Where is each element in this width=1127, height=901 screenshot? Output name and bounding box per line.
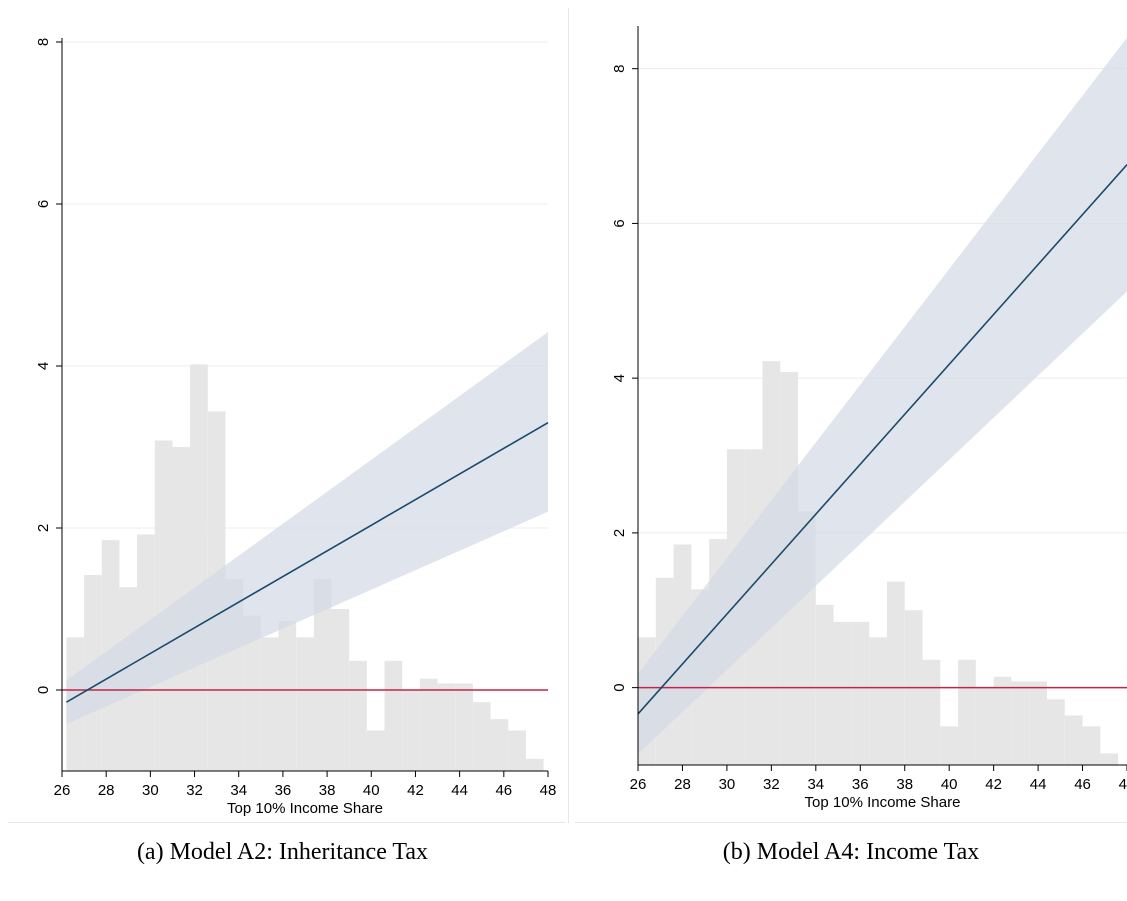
histogram-bar [154, 440, 173, 771]
x-tick-label: 42 [985, 776, 1002, 793]
x-tick-label: 42 [407, 782, 424, 799]
histogram-bar [815, 604, 834, 765]
y-tick-label: 6 [611, 219, 628, 227]
x-tick-label: 36 [275, 782, 292, 799]
y-tick-label: 0 [611, 683, 628, 691]
histogram-bar [525, 758, 544, 771]
x-tick-label: 30 [719, 776, 736, 793]
y-tick-label: 8 [611, 65, 628, 73]
x-tick-label: 48 [540, 782, 557, 799]
panel-model-a2: 0 2 4 6 8 26 28 30 32 34 36 38 40 42 44 46 48 Top 10% Inc… [0, 0, 565, 822]
confidence-band [638, 37, 1127, 755]
x-tick-label: 26 [54, 782, 71, 799]
histogram-bar [886, 581, 905, 765]
x-axis-ticks: 26 28 30 32 34 36 38 40 42 44 46 48 [54, 771, 557, 799]
x-tick-label: 46 [495, 782, 512, 799]
x-tick-label: 32 [763, 776, 780, 793]
y-tick-label: 0 [35, 686, 52, 694]
x-tick-label: 40 [941, 776, 958, 793]
histogram-bar [1029, 681, 1047, 765]
histogram-bar [190, 364, 208, 771]
x-tick-label: 28 [98, 782, 115, 799]
histogram-bar [349, 660, 367, 771]
histogram-bar [490, 719, 509, 771]
histogram-bar [940, 726, 959, 765]
histogram-bar [975, 687, 994, 765]
panel-divider [568, 8, 569, 823]
y-tick-label: 8 [35, 38, 52, 46]
marginal-effect-line [637, 164, 1127, 715]
x-tick-label: 26 [630, 776, 647, 793]
histogram-bar [384, 660, 403, 771]
histogram-bar [833, 621, 852, 765]
histogram-bar [1100, 753, 1119, 765]
histogram-bar [993, 676, 1012, 765]
x-tick-label: 38 [319, 782, 336, 799]
x-tick-label: 30 [142, 782, 159, 799]
histogram-bar [313, 579, 332, 771]
histogram-bar [958, 659, 976, 765]
histogram-bar [296, 637, 314, 771]
caption-model-a2: (a) Model A2: Inheritance Tax [136, 839, 429, 865]
x-axis-title: Top 10% Income Share [227, 800, 383, 817]
x-tick-label: 44 [1030, 776, 1047, 793]
x-tick-label: 44 [451, 782, 468, 799]
x-tick-label: 36 [852, 776, 869, 793]
histogram-bar [1064, 715, 1083, 765]
histogram-bar [402, 690, 420, 771]
x-tick-label: 48 [1119, 776, 1127, 793]
histogram-bar [922, 659, 941, 765]
marginal-effect-line [66, 422, 549, 703]
y-tick-label: 6 [35, 200, 52, 208]
caption-divider-a [8, 822, 565, 823]
y-tick-label: 4 [611, 374, 628, 382]
x-tick-label: 32 [186, 782, 203, 799]
histogram-bar [869, 637, 887, 765]
x-tick-label: 34 [230, 782, 247, 799]
histogram-bar [243, 615, 261, 771]
x-tick-label: 34 [807, 776, 824, 793]
histogram-bar [366, 730, 385, 771]
histogram-bar [851, 621, 870, 765]
histogram-bar [260, 637, 279, 771]
histogram-bar [508, 730, 526, 771]
y-tick-label: 2 [611, 529, 628, 537]
x-tick-label: 46 [1074, 776, 1091, 793]
histogram-bar [1082, 726, 1101, 765]
caption-model-a4: (b) Model A4: Income Tax [722, 839, 980, 865]
y-tick-label: 2 [35, 524, 52, 532]
histogram-bar [278, 621, 297, 771]
histogram-bar [455, 683, 473, 771]
x-axis-ticks: 26 28 30 32 34 36 38 40 42 44 46 48 [630, 765, 1127, 793]
x-tick-label: 28 [674, 776, 691, 793]
confidence-band [66, 331, 548, 725]
histogram-bar [437, 683, 456, 771]
x-axis-title: Top 10% Income Share [805, 794, 961, 811]
histogram-bar [1046, 699, 1065, 765]
histogram-bar [419, 678, 438, 771]
histogram-bar [472, 702, 491, 771]
histogram-bar [1011, 681, 1030, 765]
y-tick-label: 4 [35, 362, 52, 370]
x-tick-label: 40 [363, 782, 380, 799]
caption-divider-b [575, 822, 1127, 823]
x-tick-label: 38 [896, 776, 913, 793]
